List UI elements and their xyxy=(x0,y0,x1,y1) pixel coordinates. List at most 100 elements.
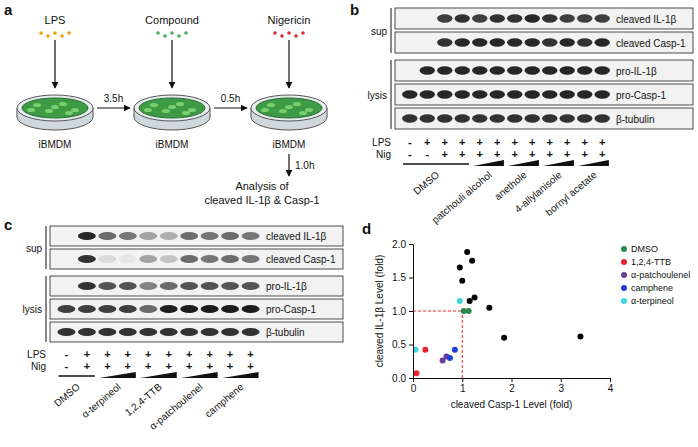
band xyxy=(420,14,435,22)
treatment-sign: + xyxy=(206,360,212,372)
treatment-sign: - xyxy=(425,148,429,160)
dose-triangle xyxy=(222,372,258,378)
band xyxy=(560,14,575,22)
tick: 4 xyxy=(608,378,614,394)
treatment-sign: + xyxy=(125,360,131,372)
cell xyxy=(168,105,176,109)
band xyxy=(507,114,522,122)
treatment-sign: + xyxy=(442,136,448,148)
band xyxy=(542,14,557,22)
band xyxy=(201,255,219,263)
band xyxy=(242,328,260,336)
tick: 3 xyxy=(558,378,564,394)
dose-triangle xyxy=(140,372,176,378)
tick-mark xyxy=(409,311,413,312)
band xyxy=(160,328,178,336)
point xyxy=(577,333,583,339)
reagent-dot xyxy=(46,34,50,38)
band xyxy=(139,255,157,263)
treatment-sign: + xyxy=(459,148,465,160)
blot-strip xyxy=(50,322,343,342)
blot-strip xyxy=(395,108,693,129)
band xyxy=(525,90,540,98)
group-label: lysis xyxy=(23,304,42,315)
tick: 1.5 xyxy=(392,272,413,283)
band xyxy=(490,90,505,98)
band xyxy=(560,66,575,74)
band xyxy=(595,114,610,122)
band xyxy=(119,305,137,313)
row-label: cleaved IL-1β xyxy=(616,14,676,25)
reference-line xyxy=(413,311,462,312)
tick-mark xyxy=(409,345,413,346)
band xyxy=(542,38,557,46)
dose-triangle xyxy=(543,160,574,166)
treatment-sign: + xyxy=(166,348,172,360)
band xyxy=(139,282,157,290)
dose-triangle xyxy=(99,372,135,378)
cells xyxy=(256,98,322,118)
cell xyxy=(261,108,269,112)
band xyxy=(490,66,505,74)
band xyxy=(595,66,610,74)
band xyxy=(160,305,178,313)
cell xyxy=(51,105,59,109)
band xyxy=(420,38,435,46)
dish-top xyxy=(251,95,327,121)
panel-label: a xyxy=(4,1,13,18)
tick-label: 1.5 xyxy=(392,272,406,283)
dose-triangle xyxy=(181,372,217,378)
axis-line xyxy=(409,245,414,379)
band xyxy=(160,255,178,263)
treatment-sign: + xyxy=(104,348,110,360)
treatment-sign: + xyxy=(477,148,483,160)
cell xyxy=(150,103,158,107)
treatment-sign: + xyxy=(529,136,535,148)
arrow xyxy=(288,154,289,176)
legend-swatch xyxy=(621,272,627,278)
arrow xyxy=(54,40,55,88)
legend-swatch xyxy=(621,285,627,291)
band xyxy=(201,232,219,240)
reagent-dot xyxy=(273,31,277,35)
band xyxy=(78,282,96,290)
group-bracket xyxy=(391,60,392,129)
tick-label: 1.0 xyxy=(392,306,406,317)
plot-area xyxy=(413,249,583,378)
band xyxy=(98,255,116,263)
band xyxy=(57,328,75,336)
arrow xyxy=(171,40,172,88)
panel-a: aLPSiBMDMCompoundiBMDMNigericiniBMDM3.5h… xyxy=(4,1,327,206)
band xyxy=(119,232,137,240)
group-underline xyxy=(58,375,94,376)
band xyxy=(180,232,198,240)
tick-mark xyxy=(409,278,413,279)
cells xyxy=(22,98,88,118)
tick-mark xyxy=(462,378,463,382)
band xyxy=(139,328,157,336)
band xyxy=(560,114,575,122)
treatment-sign: + xyxy=(564,148,570,160)
band xyxy=(98,232,116,240)
legend-label: camphene xyxy=(631,283,673,293)
treatment-sign: + xyxy=(104,360,110,372)
cell xyxy=(305,108,313,112)
reagent-label: LPS xyxy=(45,14,66,26)
band xyxy=(201,305,219,313)
treatment-sign: + xyxy=(145,348,151,360)
blot-strip xyxy=(395,32,693,53)
band xyxy=(420,90,435,98)
band xyxy=(242,255,260,263)
readout-label: Analysis of xyxy=(235,180,289,192)
band xyxy=(507,90,522,98)
treatment-sign: + xyxy=(186,360,192,372)
band xyxy=(507,14,522,22)
band xyxy=(437,38,452,46)
cell xyxy=(162,109,170,113)
tick: 2 xyxy=(509,378,515,394)
reagent-dot xyxy=(53,31,57,35)
band xyxy=(490,38,505,46)
reference-line xyxy=(462,311,463,378)
band xyxy=(402,38,417,46)
legend-swatch xyxy=(621,246,627,252)
